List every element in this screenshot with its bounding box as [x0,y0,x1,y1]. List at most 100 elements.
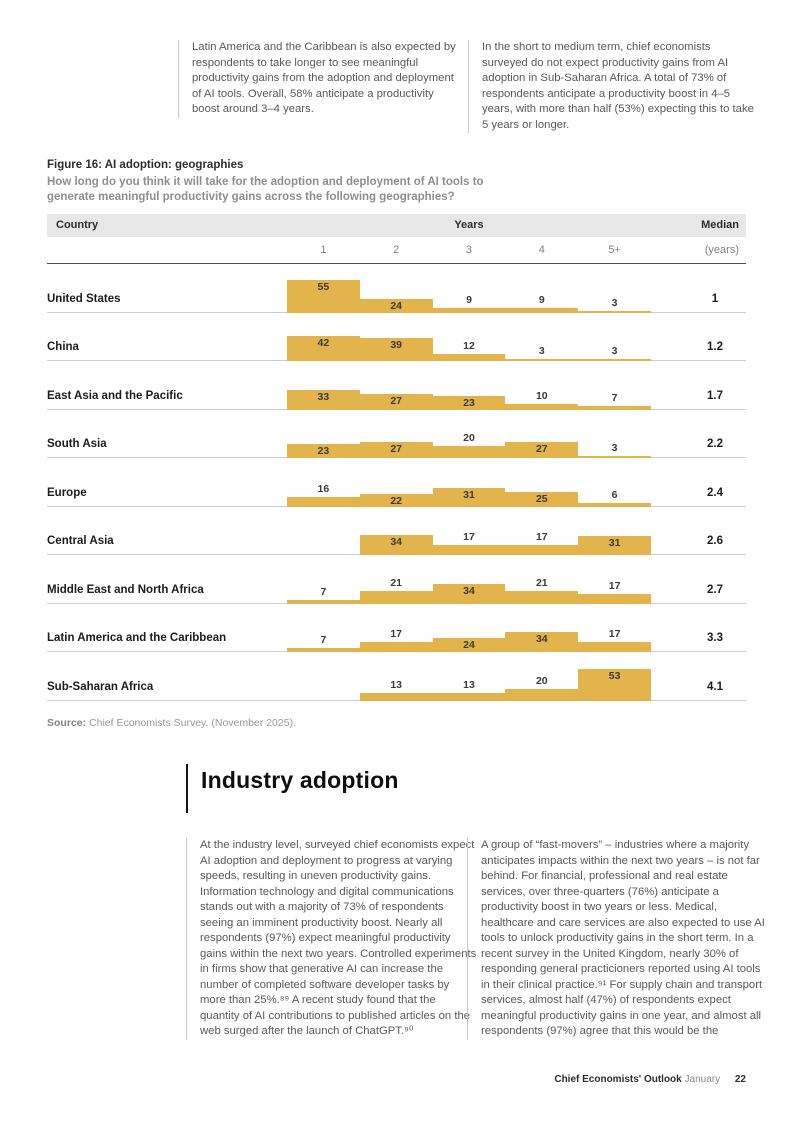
bar-value-label: 55 [317,280,330,293]
source-line: Source: Chief Economists Survey. (Novemb… [47,717,296,729]
table-header-band: Country Years Median [47,214,746,237]
bar-segment [578,405,651,410]
bar-group: 7 21 34 21 17 [287,557,651,604]
bar-segment [359,393,433,410]
median-value: 1.2 [707,341,723,353]
country-label: East Asia and the Pacific [47,389,183,402]
bar-segment [578,310,651,313]
country-label: Europe [47,486,87,499]
bar-value-label: 23 [463,396,475,409]
bar-segment [359,338,433,361]
median-value: 2.2 [707,438,723,450]
bar-segment [578,593,651,604]
bar-value-label: 34 [390,536,403,548]
bar-value-label: 34 [535,633,548,645]
bar-value-label: 17 [390,628,403,640]
bar-segment [359,642,433,652]
bar-value-label: 3 [611,442,618,454]
bar-group: 34 17 17 31 [287,508,651,555]
bar-value-label: 27 [390,443,403,455]
figure-subtitle: How long do you think it will take for t… [47,176,484,203]
bar-segment [505,442,579,458]
bar-value-label: 24 [463,639,475,651]
bar-segment [287,599,360,604]
bar-segment [578,642,651,652]
year-column-label: 1 [320,244,327,256]
footer-page-number: 22 [734,1074,746,1085]
bar-value-label: 17 [535,531,548,543]
table-row: Latin America and the Caribbean 7 17 24 34 17… [47,604,746,652]
bar-value-label: 7 [611,391,618,404]
bar-value-label: 22 [390,494,403,507]
table-row: Sub-Saharan Africa 13 13 20 53 4.1 [47,652,746,701]
bar-group: 7 17 24 34 17 [287,605,651,652]
bar-segment [578,502,651,507]
bar-value-label: 17 [463,531,475,543]
table-subheader: 1 2 3 4 5+ (years) [47,237,746,264]
country-label: Central Asia [47,535,114,547]
bar-segment [359,692,433,701]
bar-value-label: 10 [535,389,548,402]
industry-paragraph-left: At the industry level, surveyed chief ec… [186,838,478,1040]
bar-value-label: 27 [390,394,403,407]
bar-value-label: 25 [535,492,548,505]
median-value: 4.1 [707,680,723,693]
bar-value-label: 23 [317,445,330,457]
bar-value-label: 20 [463,432,475,444]
median-value: 2.4 [707,486,723,499]
intro-paragraph-left: Latin America and the Caribbean is also … [178,40,464,118]
bar-value-label: 13 [463,678,475,691]
bar-value-label: 3 [611,345,618,357]
bar-group: 55 24 9 9 3 [287,266,651,313]
bar-value-label: 53 [608,669,621,682]
bar-segment [359,298,433,313]
bar-group: 23 27 20 27 3 [287,411,651,458]
bar-segment [505,359,579,361]
table-row: East Asia and the Pacific 33 27 23 10 7 1.7 [47,361,746,410]
country-label: United States [47,292,121,305]
median-value: 1.7 [707,389,723,402]
median-value: 3.3 [707,632,723,644]
bar-segment [432,354,506,361]
bar-segment [432,692,506,701]
country-label: Sub-Saharan Africa [47,680,154,693]
median-value: 1 [711,292,719,305]
country-label: China [47,341,79,353]
bar-segment [287,279,360,313]
bar-segment [432,395,506,410]
bar-group: 42 39 12 3 3 [287,314,651,361]
year-column-label: 2 [393,244,400,256]
country-label: South Asia [47,438,107,450]
bar-value-label: 20 [535,674,548,687]
bar-segment [505,688,579,701]
bar-segment [505,590,579,604]
section-heading-industry-adoption: Industry adoption [186,764,399,813]
bar-segment [287,389,360,410]
bar-value-label: 16 [317,482,330,495]
bar-segment [432,583,506,604]
bar-segment [505,632,579,652]
bar-segment [432,545,506,555]
column-header-median: Median [701,219,739,231]
bar-value-label: 21 [390,576,403,589]
source-text: Chief Economists Survey. (November 2025)… [89,717,296,729]
bar-group: 33 27 23 10 7 [287,363,651,410]
year-column-label: 3 [465,244,473,256]
bar-value-label: 21 [535,576,548,589]
figure-table: Country Years Median 1 2 3 4 5+ (years) Unit… [47,214,746,701]
bar-segment [578,536,651,555]
bar-value-label: 39 [390,339,403,351]
bar-segment [287,648,360,652]
figure-rows: United States 55 24 9 9 3 1 China 42 39 12 3 3 1.2 Eas… [47,264,746,701]
bar-segment [578,668,651,701]
bar-value-label: 13 [390,678,403,691]
median-value: 2.7 [707,583,723,596]
bar-value-label: 3 [538,345,545,357]
bar-value-label: 31 [608,537,621,549]
bar-value-label: 6 [611,488,618,501]
figure-title: Figure 16: AI adoption: geographies [47,159,244,171]
bar-segment [505,491,579,507]
column-header-country: Country [56,219,99,231]
bar-segment [432,638,506,652]
